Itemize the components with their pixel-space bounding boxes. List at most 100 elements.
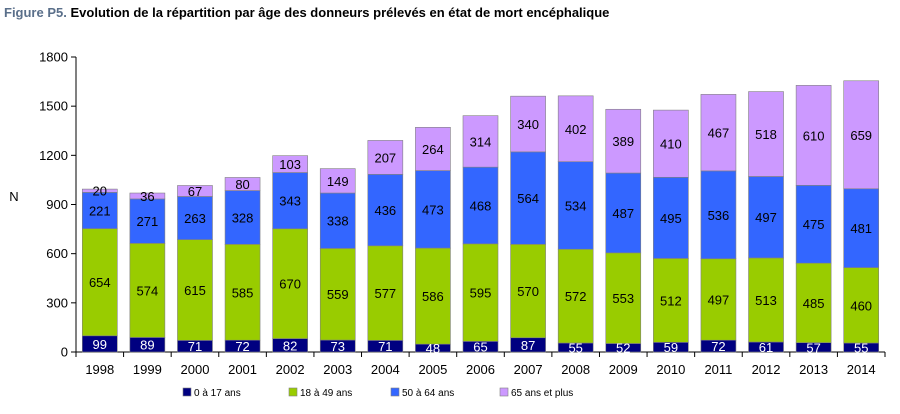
bar-segment — [795, 262, 832, 343]
x-tick-label: 2010 — [656, 362, 685, 377]
data-label: 572 — [565, 289, 587, 304]
bar-segment — [748, 176, 784, 259]
bar-segment — [843, 80, 880, 190]
x-tick-label: 2007 — [514, 362, 543, 377]
data-labels: 99 654 221 20 89 574 271 36 71 615 263 67 72 585 328 80… — [89, 117, 872, 356]
data-label: 207 — [374, 150, 396, 165]
x-tick-label: 2013 — [799, 362, 828, 377]
bar-segment — [129, 198, 166, 244]
data-label: 586 — [422, 289, 444, 304]
y-tick-label: 600 — [46, 246, 68, 261]
data-label: 71 — [378, 339, 392, 354]
data-label: 410 — [660, 137, 682, 152]
data-label: 536 — [708, 208, 730, 223]
bar-segment — [700, 258, 737, 341]
x-tick-label: 2001 — [228, 362, 257, 377]
bar-segment — [653, 109, 689, 178]
legend-swatch — [182, 387, 192, 397]
data-label: 57 — [806, 340, 820, 355]
data-label: 314 — [470, 134, 492, 149]
x-tick-label: 2004 — [371, 362, 400, 377]
data-label: 487 — [612, 206, 634, 221]
bar-segment — [700, 94, 737, 172]
x-tick-label: 2003 — [323, 362, 352, 377]
data-label: 512 — [660, 293, 682, 308]
data-label: 72 — [711, 339, 725, 354]
data-label: 61 — [759, 340, 773, 355]
data-label: 513 — [755, 293, 777, 308]
data-label: 80 — [235, 177, 249, 192]
bar-segment — [415, 127, 451, 171]
data-label: 65 — [473, 340, 487, 355]
data-label: 36 — [140, 189, 154, 204]
bar-segment — [272, 228, 308, 339]
legend-swatch — [390, 387, 400, 397]
y-tick-label: 1800 — [39, 50, 68, 65]
data-label: 559 — [327, 287, 349, 302]
bar-segment — [177, 239, 213, 341]
data-label: 670 — [279, 277, 301, 292]
bar-segment — [795, 85, 832, 186]
data-label: 59 — [664, 340, 678, 355]
bar-segment — [129, 243, 166, 338]
bar-segment — [843, 188, 880, 268]
bar-segment — [557, 248, 594, 344]
data-label: 518 — [755, 127, 777, 142]
data-label: 149 — [327, 174, 349, 189]
bar-segment — [700, 170, 737, 260]
bar-segment — [748, 257, 784, 343]
legend-label: 50 à 64 ans — [402, 388, 454, 399]
bar-segment — [557, 95, 594, 163]
data-label: 467 — [708, 126, 730, 141]
data-label: 340 — [517, 117, 539, 132]
y-axis-title: N — [9, 189, 18, 204]
data-label: 436 — [374, 203, 396, 218]
data-label: 72 — [235, 339, 249, 354]
bar-segment — [224, 177, 261, 191]
bar-segment — [843, 267, 880, 344]
figure-caption: Evolution de la répartition par âge des … — [70, 5, 610, 20]
bar-segment — [177, 185, 213, 197]
data-label: 82 — [283, 338, 297, 353]
bar-segment — [510, 244, 546, 339]
x-tick-label: 1999 — [133, 362, 162, 377]
data-label: 271 — [137, 214, 159, 229]
data-label: 475 — [803, 217, 825, 232]
data-label: 473 — [422, 202, 444, 217]
data-label: 570 — [517, 284, 539, 299]
data-label: 654 — [89, 275, 111, 290]
bar-segment — [129, 192, 166, 200]
bar-segment — [367, 174, 404, 247]
bar-segment — [367, 245, 404, 341]
data-label: 263 — [184, 211, 206, 226]
data-label: 585 — [232, 285, 254, 300]
data-label: 221 — [89, 203, 111, 218]
legend-label: 65 ans et plus — [511, 388, 573, 399]
data-label: 497 — [708, 292, 730, 307]
data-label: 564 — [517, 191, 539, 206]
bar-segment — [81, 192, 118, 229]
bar-segment — [605, 108, 642, 174]
data-label: 485 — [803, 296, 825, 311]
y-tick-label: 1200 — [39, 148, 68, 163]
data-label: 610 — [803, 128, 825, 143]
data-label: 89 — [140, 338, 154, 353]
data-label: 264 — [422, 142, 444, 157]
bar-segment — [81, 228, 118, 337]
bar-segment — [81, 188, 118, 193]
bar-segment — [748, 91, 784, 177]
data-label: 55 — [854, 340, 868, 355]
chart-title: Figure P5. Evolution de la répartition p… — [4, 5, 609, 20]
data-label: 48 — [426, 341, 440, 356]
data-label: 615 — [184, 283, 206, 298]
data-label: 495 — [660, 211, 682, 226]
x-tick-label: 2005 — [418, 362, 447, 377]
data-label: 67 — [188, 184, 202, 199]
figure-number: Figure P5. — [4, 5, 67, 20]
legend: 0 à 17 ans 18 à 49 ans 50 à 64 ans 65 ans e… — [182, 387, 573, 399]
y-tick-label: 0 — [61, 345, 68, 360]
bar-segment — [462, 243, 499, 342]
x-tick-label: 2006 — [466, 362, 495, 377]
bar-segment — [177, 196, 213, 240]
y-tick-label: 900 — [46, 197, 68, 212]
